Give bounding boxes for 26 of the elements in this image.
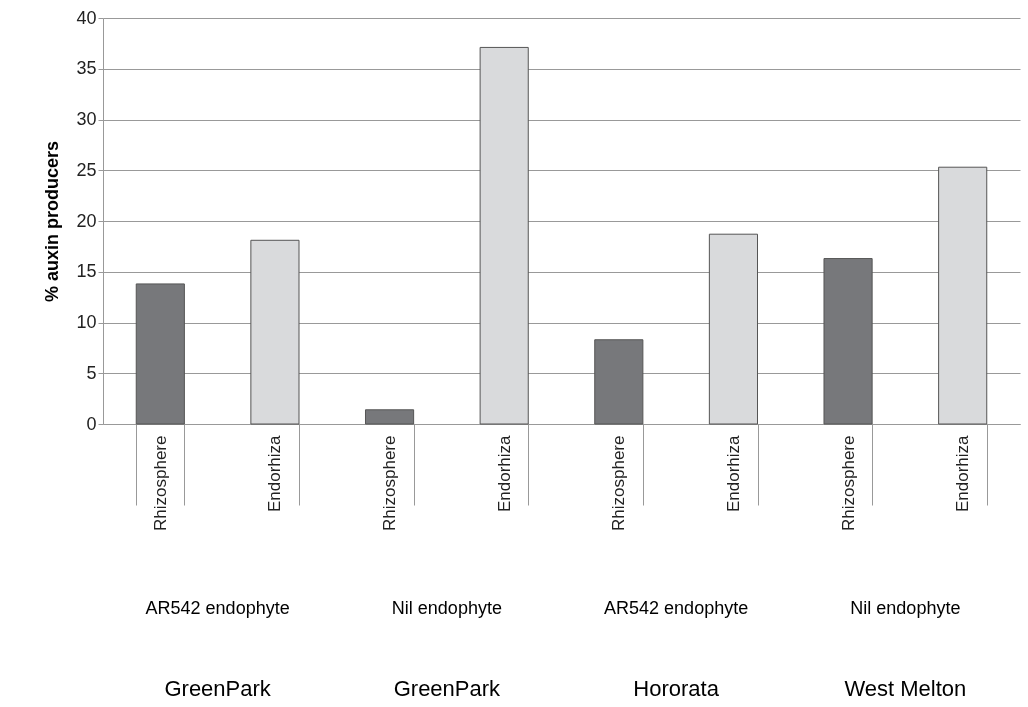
y-tick-label: 20 <box>76 210 97 231</box>
text: AR542 endophyte <box>604 598 749 618</box>
y-tick-label: 10 <box>76 312 97 332</box>
text: West Melton <box>844 676 967 701</box>
y-tick-label: 40 <box>76 7 97 28</box>
y-tick-label: 25 <box>76 159 97 180</box>
y-tick-label: 30 <box>76 109 97 129</box>
x-tick-label: Rhizosphere <box>609 435 629 531</box>
text: AR542 endophyte <box>145 598 290 618</box>
y-tick-label: 5 <box>86 362 97 383</box>
text: Nil endophyte <box>391 598 502 618</box>
x-tick-label: Rhizosphere <box>150 435 170 531</box>
y-tick-label: 0 <box>86 413 97 434</box>
x-tick-label: Rhizosphere <box>838 435 858 531</box>
y-tick-label: 35 <box>76 58 97 79</box>
x-tick-label: Endorhiza <box>723 434 743 513</box>
y-axis-title: % auxin producers <box>42 140 63 303</box>
x-tick-label: Rhizosphere <box>380 435 400 531</box>
text: Nil endophyte <box>850 598 961 618</box>
text: Hororata <box>633 676 720 701</box>
text: GreenPark <box>164 676 272 701</box>
x-tick-label: Endorhiza <box>265 434 285 513</box>
x-tick-label: Endorhiza <box>494 434 514 513</box>
text: GreenPark <box>393 676 502 701</box>
x-tick-label: Endorhiza <box>953 434 973 513</box>
y-tick-label: 15 <box>76 261 97 282</box>
